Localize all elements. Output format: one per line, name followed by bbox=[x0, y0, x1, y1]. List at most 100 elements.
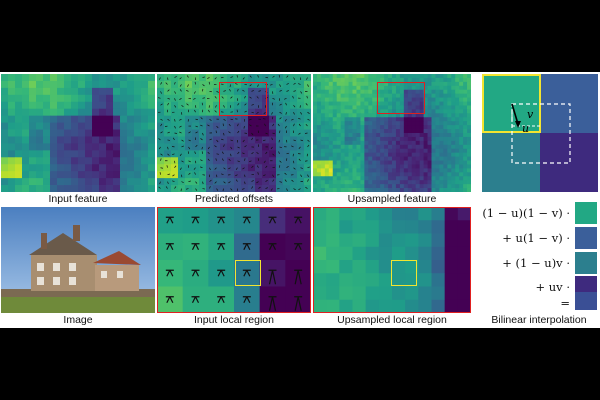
heatmap-cell bbox=[92, 171, 100, 179]
offset-arrow bbox=[221, 158, 224, 161]
heatmap-cell bbox=[57, 87, 65, 96]
bilinear-arrow-head bbox=[515, 121, 521, 128]
heatmap-cell bbox=[439, 125, 444, 130]
heatmap-cell bbox=[22, 80, 30, 89]
heatmap-cell bbox=[64, 129, 72, 137]
heatmap-cell bbox=[356, 164, 361, 169]
offset-arrow bbox=[286, 75, 289, 78]
heatmap-cell bbox=[372, 117, 377, 122]
heatmap-cell bbox=[467, 184, 471, 189]
heatmap-cell bbox=[415, 144, 421, 150]
heatmap-cell bbox=[50, 164, 58, 172]
heatmap-cell bbox=[443, 148, 448, 154]
offset-arrow bbox=[179, 77, 182, 80]
heatmap-cell bbox=[407, 89, 413, 95]
heatmap-cell bbox=[234, 108, 242, 117]
heatmap-cell bbox=[411, 180, 417, 185]
heatmap-cell bbox=[85, 171, 93, 179]
heatmap-cell bbox=[443, 125, 448, 130]
heatmap-cell bbox=[364, 156, 369, 161]
heatmap-cell bbox=[57, 80, 65, 89]
heatmap-cell bbox=[392, 144, 397, 150]
heatmap-cell bbox=[447, 133, 452, 138]
heatmap-cell bbox=[57, 122, 65, 130]
predicted-offsets-map bbox=[157, 74, 311, 192]
offset-arrow bbox=[165, 82, 168, 85]
heatmap-cell bbox=[276, 150, 284, 158]
heatmap-cell bbox=[411, 105, 417, 110]
heatmap-cell bbox=[316, 160, 322, 165]
heatmap-cell bbox=[411, 113, 417, 118]
local-region-cell bbox=[418, 299, 432, 313]
offset-arrow bbox=[278, 151, 280, 154]
equation-term-5: = bbox=[560, 296, 570, 310]
heatmap-cell bbox=[372, 133, 377, 138]
heatmap-cell bbox=[459, 136, 464, 142]
heatmap-cell bbox=[120, 185, 128, 192]
heatmap-cell bbox=[227, 87, 235, 96]
offset-arrow bbox=[307, 84, 309, 87]
local-offset-arrow bbox=[217, 269, 226, 277]
heatmap-cell bbox=[283, 101, 291, 110]
heatmap-cell bbox=[85, 108, 93, 117]
heatmap-cell bbox=[328, 89, 334, 95]
heatmap-cell bbox=[455, 85, 460, 91]
heatmap-cell bbox=[459, 81, 464, 87]
heatmap-cell bbox=[395, 97, 401, 102]
heatmap-cell bbox=[71, 80, 79, 89]
heatmap-cell bbox=[447, 74, 452, 79]
heatmap-cell bbox=[220, 171, 228, 179]
heatmap-cell bbox=[340, 81, 345, 87]
heatmap-cell bbox=[36, 129, 44, 137]
heatmap-cell bbox=[368, 101, 373, 106]
heatmap-cell bbox=[85, 94, 93, 103]
heatmap-cell bbox=[36, 80, 44, 89]
heatmap-cell bbox=[185, 164, 193, 172]
heatmap-cell bbox=[447, 140, 452, 146]
heatmap-cell bbox=[171, 178, 179, 186]
heatmap-cell bbox=[127, 164, 135, 172]
heatmap-cell bbox=[372, 148, 377, 154]
offset-arrow bbox=[305, 186, 308, 189]
heatmap-cell bbox=[407, 188, 413, 192]
heatmap-cell bbox=[427, 176, 432, 181]
offset-arrow bbox=[202, 132, 204, 136]
heatmap-cell bbox=[148, 101, 155, 110]
heatmap-cell bbox=[148, 143, 155, 151]
heatmap-cell bbox=[336, 184, 342, 189]
heatmap-cell bbox=[459, 144, 464, 150]
offset-arrow bbox=[307, 179, 309, 182]
heatmap-cell bbox=[199, 101, 207, 110]
heatmap-cell bbox=[380, 97, 385, 102]
heatmap-cell bbox=[304, 143, 311, 151]
heatmap-cell bbox=[352, 93, 357, 98]
heatmap-cell bbox=[85, 150, 93, 158]
heatmap-cell bbox=[92, 143, 100, 151]
offset-arrow bbox=[300, 174, 303, 178]
offset-arrow bbox=[193, 98, 196, 100]
heatmap-cell bbox=[262, 171, 270, 179]
heatmap-cell bbox=[29, 80, 37, 89]
heatmap-cell bbox=[348, 168, 353, 173]
heatmap-cell bbox=[459, 133, 464, 138]
heatmap-cell bbox=[376, 89, 381, 95]
heatmap-cell bbox=[364, 125, 369, 130]
heatmap-cell bbox=[344, 85, 349, 91]
offset-arrow bbox=[244, 158, 246, 161]
input-local-region-grid bbox=[157, 207, 311, 313]
heatmap-cell bbox=[415, 156, 421, 161]
heatmap-cell bbox=[71, 101, 79, 110]
offset-arrow bbox=[251, 90, 254, 92]
heatmap-cell bbox=[455, 140, 460, 146]
heatmap-cell bbox=[71, 185, 79, 192]
heatmap-cell bbox=[411, 101, 417, 106]
local-region-cell bbox=[418, 286, 432, 301]
offset-arrow bbox=[251, 103, 254, 106]
heatmap-cell bbox=[459, 172, 464, 177]
heatmap-cell bbox=[356, 172, 361, 177]
heatmap-cell bbox=[320, 164, 326, 169]
heatmap-cell bbox=[388, 152, 393, 157]
heatmap-cell bbox=[467, 176, 471, 181]
heatmap-cell bbox=[336, 117, 342, 122]
heatmap-cell bbox=[403, 164, 409, 169]
